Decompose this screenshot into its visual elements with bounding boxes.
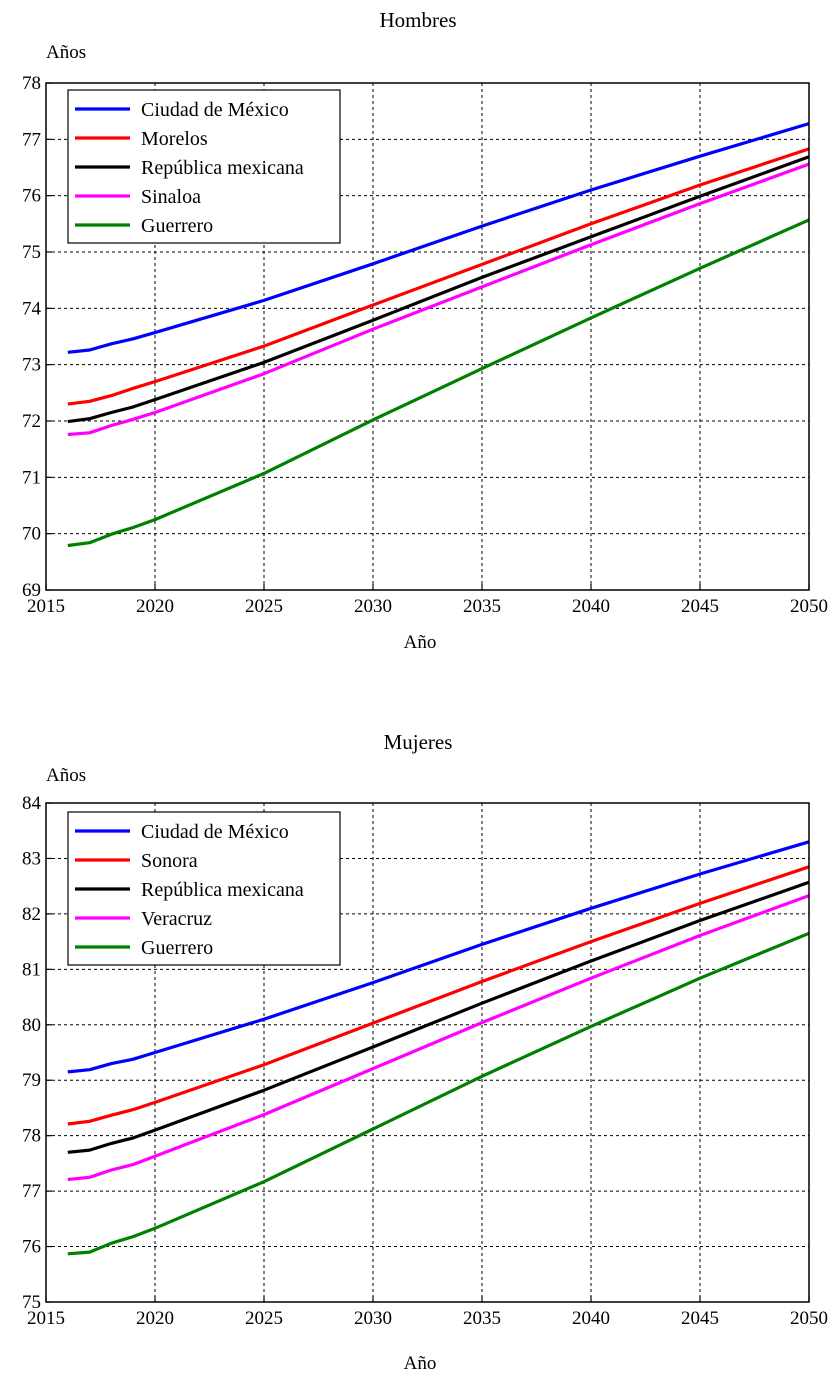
axis-ticks: 2015 2020 2025 2030 2035 2040 2045 2050 75 76 77 78… [22, 793, 828, 1329]
x-tick-label: 2040 [572, 1308, 610, 1329]
series-lines [67, 122, 810, 548]
y-tick-label: 78 [22, 73, 41, 94]
x-tick-label: 2030 [354, 1308, 392, 1329]
series-line-3 [67, 162, 810, 437]
series-lines [67, 840, 810, 1256]
x-axis-label: Año [404, 632, 437, 653]
legend: Ciudad de México Morelos República mexican… [67, 89, 341, 244]
x-axis-label: Año [404, 1353, 437, 1374]
chart-title: Hombres [380, 8, 457, 32]
x-tick-label: 2025 [245, 1308, 283, 1329]
series-line-1 [67, 147, 810, 406]
x-tick-label: 2050 [790, 1308, 828, 1329]
legend-label-4: Guerrero [141, 215, 213, 237]
y-tick-label: 75 [22, 242, 41, 263]
legend-label-1: Sonora [141, 850, 198, 872]
x-tick-label: 2035 [463, 1308, 501, 1329]
x-tick-label: 2050 [790, 596, 828, 617]
y-tick-label: 77 [22, 129, 41, 150]
y-tick-label: 76 [22, 1237, 41, 1258]
y-tick-label: 75 [22, 1292, 41, 1313]
x-tick-label: 2035 [463, 596, 501, 617]
legend-label-0: Ciudad de México [141, 99, 289, 121]
x-tick-label: 2045 [681, 596, 719, 617]
series-line-0 [67, 840, 810, 1074]
legend-label-2: República mexicana [141, 157, 304, 179]
chart-hombres: Hombres Años Año 2015 2020 2025 2030 2035 204… [22, 8, 828, 653]
x-tick-label: 2020 [136, 596, 174, 617]
series-line-1 [67, 865, 810, 1126]
legend-label-4: Guerrero [141, 937, 213, 959]
series-line-2 [67, 155, 810, 424]
legend-label-1: Morelos [141, 128, 208, 150]
y-tick-label: 74 [22, 298, 42, 319]
legend: Ciudad de México Sonora República mexicana… [67, 811, 341, 966]
series-line-2 [67, 880, 810, 1154]
series-line-4 [67, 218, 810, 548]
x-tick-label: 2020 [136, 1308, 174, 1329]
y-tick-label: 76 [22, 186, 41, 207]
y-tick-label: 73 [22, 355, 41, 376]
legend-label-0: Ciudad de México [141, 821, 289, 843]
plot-frame [45, 802, 810, 1303]
x-tick-label: 2040 [572, 596, 610, 617]
chart-mujeres: Mujeres Años Año 2015 2020 2025 2030 2035 204… [22, 730, 828, 1374]
y-tick-label: 70 [22, 524, 41, 545]
y-tick-label: 82 [22, 904, 41, 925]
y-tick-label: 79 [22, 1070, 41, 1091]
y-axis-label: Años [46, 42, 86, 63]
series-line-3 [67, 894, 810, 1182]
x-tick-label: 2025 [245, 596, 283, 617]
axis-ticks: 2015 2020 2025 2030 2035 2040 2045 2050 69 70 71 72… [22, 73, 828, 617]
y-tick-label: 78 [22, 1126, 41, 1147]
y-tick-label: 83 [22, 848, 41, 869]
x-tick-label: 2045 [681, 1308, 719, 1329]
y-axis-label: Años [46, 765, 86, 786]
x-tick-label: 2030 [354, 596, 392, 617]
y-tick-label: 80 [22, 1015, 41, 1036]
x-tick-label: 2015 [27, 1308, 65, 1329]
series-line-0 [67, 122, 810, 354]
y-tick-label: 69 [22, 580, 41, 601]
y-tick-label: 72 [22, 411, 41, 432]
y-tick-label: 81 [22, 959, 41, 980]
legend-label-2: República mexicana [141, 879, 304, 901]
legend-label-3: Veracruz [141, 908, 212, 930]
y-tick-label: 77 [22, 1181, 41, 1202]
legend-label-3: Sinaloa [141, 186, 201, 208]
series-line-4 [67, 931, 810, 1256]
y-tick-label: 84 [22, 793, 42, 814]
x-tick-label: 2015 [27, 596, 65, 617]
y-tick-label: 71 [22, 467, 41, 488]
plot-frame [45, 82, 810, 591]
chart-title: Mujeres [384, 730, 453, 754]
